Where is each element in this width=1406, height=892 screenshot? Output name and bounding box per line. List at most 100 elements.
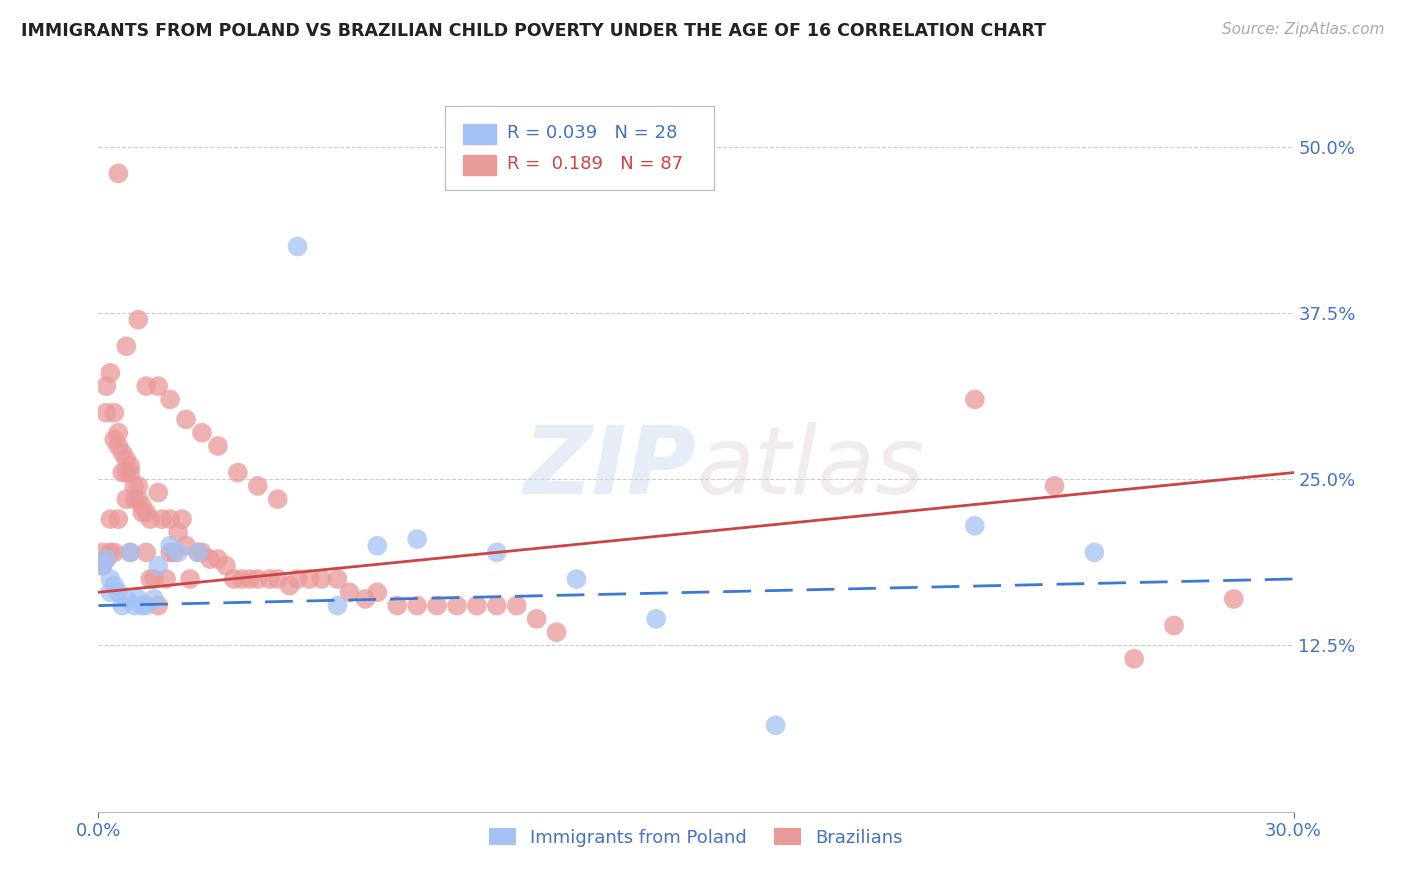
Point	[91, 558, 114, 573]
Point	[366, 585, 388, 599]
Point	[143, 572, 166, 586]
Bar	[463, 124, 496, 145]
Point	[135, 506, 157, 520]
Point	[124, 479, 146, 493]
Point	[120, 545, 142, 559]
Point	[120, 545, 142, 559]
Point	[406, 532, 429, 546]
Point	[135, 545, 157, 559]
Point	[465, 599, 488, 613]
Point	[143, 591, 166, 606]
Point	[963, 518, 986, 533]
Point	[127, 591, 149, 606]
Point	[98, 512, 122, 526]
Point	[446, 599, 468, 613]
Point	[115, 466, 138, 480]
Point	[1043, 479, 1066, 493]
Point	[246, 572, 269, 586]
Point	[103, 406, 125, 420]
Point	[107, 585, 129, 599]
Text: Source: ZipAtlas.com: Source: ZipAtlas.com	[1222, 22, 1385, 37]
Point	[222, 572, 245, 586]
Point	[366, 539, 388, 553]
Point	[120, 466, 142, 480]
Point	[96, 552, 118, 566]
Point	[127, 492, 149, 507]
Point	[111, 466, 134, 480]
Text: ZIP: ZIP	[523, 422, 696, 514]
Point	[155, 572, 177, 586]
Point	[98, 366, 122, 380]
Point	[148, 485, 170, 500]
Point	[127, 312, 149, 326]
Point	[1083, 545, 1105, 559]
Point	[231, 572, 253, 586]
Point	[311, 572, 333, 586]
Point	[159, 512, 181, 526]
Point	[91, 545, 114, 559]
Point	[426, 599, 449, 613]
Point	[120, 458, 142, 473]
Text: IMMIGRANTS FROM POLAND VS BRAZILIAN CHILD POVERTY UNDER THE AGE OF 16 CORRELATIO: IMMIGRANTS FROM POLAND VS BRAZILIAN CHIL…	[21, 22, 1046, 40]
Text: atlas: atlas	[696, 423, 924, 514]
Point	[148, 558, 170, 573]
Point	[287, 239, 309, 253]
Point	[406, 599, 429, 613]
Point	[326, 599, 349, 613]
Point	[226, 466, 249, 480]
Point	[115, 339, 138, 353]
Point	[139, 512, 162, 526]
Point	[103, 433, 125, 447]
Point	[148, 379, 170, 393]
Text: R = 0.039   N = 28: R = 0.039 N = 28	[508, 124, 678, 143]
Point	[207, 439, 229, 453]
Point	[298, 572, 321, 586]
Point	[174, 539, 197, 553]
Point	[98, 585, 122, 599]
Point	[163, 545, 186, 559]
Point	[526, 612, 548, 626]
Point	[172, 512, 194, 526]
Point	[131, 499, 153, 513]
Point	[167, 525, 190, 540]
Text: R =  0.189   N = 87: R = 0.189 N = 87	[508, 155, 683, 173]
Point	[267, 492, 290, 507]
Point	[107, 166, 129, 180]
Point	[191, 425, 214, 440]
Point	[135, 599, 157, 613]
Point	[124, 599, 146, 613]
Point	[131, 506, 153, 520]
Point	[107, 425, 129, 440]
Point	[385, 599, 409, 613]
Point	[207, 552, 229, 566]
Point	[1123, 652, 1146, 666]
Point	[159, 539, 181, 553]
Point	[174, 412, 197, 426]
Point	[565, 572, 588, 586]
Legend: Immigrants from Poland, Brazilians: Immigrants from Poland, Brazilians	[481, 822, 911, 854]
Point	[135, 379, 157, 393]
Point	[187, 545, 209, 559]
Point	[96, 379, 118, 393]
Point	[107, 512, 129, 526]
Point	[148, 599, 170, 613]
Point	[259, 572, 281, 586]
Point	[485, 599, 508, 613]
Point	[1223, 591, 1246, 606]
Point	[107, 439, 129, 453]
Point	[159, 392, 181, 407]
Point	[506, 599, 529, 613]
Point	[198, 552, 221, 566]
Point	[103, 545, 125, 559]
Point	[765, 718, 787, 732]
Point	[111, 599, 134, 613]
Bar	[463, 154, 496, 175]
Point	[485, 545, 508, 559]
Point	[278, 579, 301, 593]
Point	[963, 392, 986, 407]
Point	[1163, 618, 1185, 632]
Point	[179, 572, 201, 586]
Point	[115, 591, 138, 606]
Point	[354, 591, 377, 606]
Point	[159, 545, 181, 559]
